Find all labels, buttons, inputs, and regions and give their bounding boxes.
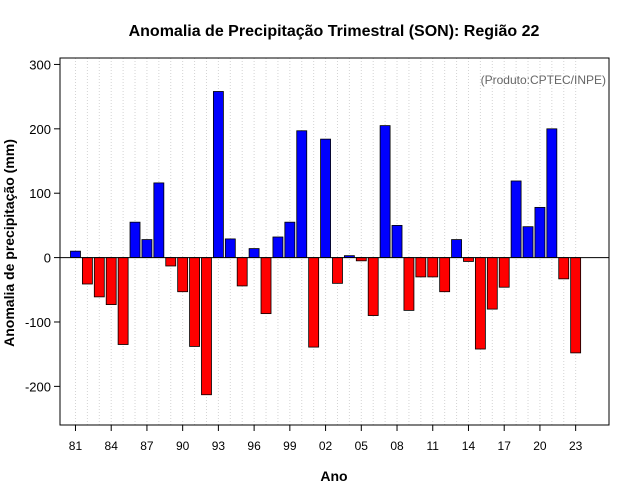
bar-2011 — [427, 257, 439, 278]
anomaly-bars — [70, 91, 582, 396]
x-tick-label: 87 — [140, 439, 154, 453]
x-tick-label: 93 — [212, 439, 226, 453]
bar-2013 — [451, 239, 462, 259]
bar-1995 — [236, 257, 248, 287]
bar-2006 — [367, 257, 379, 316]
x-tick-label: 99 — [283, 439, 297, 453]
bar-2001 — [308, 257, 320, 348]
x-tick-label: 08 — [390, 439, 404, 453]
bar-1993 — [212, 91, 224, 258]
chart-title: Anomalia de Precipitação Trimestral (SON… — [129, 23, 540, 40]
bar-1983 — [93, 257, 105, 298]
bar-1991 — [189, 257, 200, 347]
bar-1987 — [141, 239, 153, 259]
bar-2021 — [546, 128, 558, 258]
bar-1982 — [81, 257, 93, 285]
y-tick-label: 300 — [29, 57, 51, 72]
bar-2022 — [558, 257, 570, 280]
bar-2019 — [522, 226, 534, 259]
x-tick-label: 90 — [176, 439, 190, 453]
y-tick-label: 200 — [29, 122, 51, 137]
bar-1989 — [165, 257, 177, 267]
y-tick-label: -100 — [25, 315, 51, 330]
bar-2020 — [534, 206, 546, 259]
bar-2023 — [570, 257, 582, 354]
bar-1984 — [105, 257, 117, 306]
y-tick-label: 100 — [29, 186, 51, 201]
bar-1997 — [260, 257, 272, 315]
bar-2003 — [332, 257, 343, 284]
bar-2000 — [296, 130, 308, 258]
x-tick-label: 96 — [247, 439, 261, 453]
bar-2008 — [391, 224, 403, 258]
bar-2018 — [510, 180, 522, 258]
bar-2007 — [379, 125, 391, 259]
bar-1999 — [284, 221, 296, 258]
bar-2016 — [486, 257, 498, 310]
x-tick-label: 14 — [462, 439, 476, 453]
bar-2017 — [498, 257, 510, 288]
bar-1988 — [153, 182, 165, 259]
x-tick-label: 17 — [498, 439, 512, 453]
bar-1992 — [201, 257, 212, 396]
x-tick-label: 20 — [533, 439, 547, 453]
bar-1998 — [272, 236, 284, 258]
bar-2015 — [474, 257, 486, 350]
bar-1985 — [117, 257, 129, 345]
y-tick-label: -200 — [25, 379, 51, 394]
bar-2009 — [403, 257, 415, 311]
y-tick-label: 0 — [44, 251, 51, 266]
bar-2012 — [439, 257, 451, 293]
bar-1994 — [224, 238, 236, 258]
product-credit: (Produto:CPTEC/INPE) — [481, 73, 606, 87]
x-tick-label: 84 — [105, 439, 119, 453]
x-axis-title: Ano — [320, 468, 347, 484]
bar-1986 — [129, 221, 141, 258]
x-tick-label: 81 — [69, 439, 83, 453]
plot-frame — [59, 57, 610, 426]
x-axis: 81 84 87 90 93 96 99 02 05 08 11 14 17 20 23 — [69, 425, 583, 453]
y-axis: -200 -100 0 100 200 300 — [25, 57, 60, 394]
bar-2002 — [320, 138, 331, 259]
x-tick-label: 05 — [355, 439, 369, 453]
x-tick-label: 23 — [569, 439, 583, 453]
bar-2014 — [463, 257, 474, 262]
x-tick-label: 02 — [319, 439, 333, 453]
bar-1990 — [177, 257, 189, 293]
bar-1981 — [70, 250, 81, 259]
x-tick-label: 11 — [427, 439, 440, 453]
y-axis-title: Anomalia de precipitação (mm) — [1, 139, 17, 347]
bar-1996 — [248, 248, 260, 258]
bar-2010 — [415, 257, 427, 278]
